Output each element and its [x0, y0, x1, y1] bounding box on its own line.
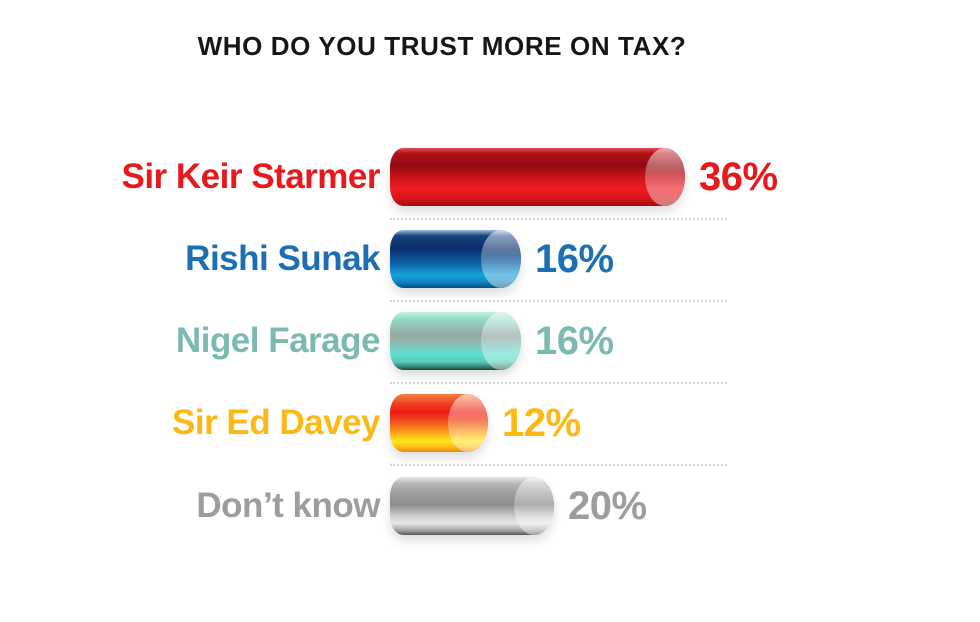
row-separator	[390, 218, 727, 220]
barwrap: 12%	[390, 394, 581, 452]
value-label-davey: 12%	[502, 400, 581, 445]
value-label-starmer: 36%	[699, 154, 778, 199]
barwrap: 16%	[390, 230, 614, 288]
bar-end-cap	[448, 394, 488, 452]
value-label-dontknow: 20%	[568, 483, 647, 528]
bar-dontknow	[390, 477, 554, 535]
row-separator	[390, 464, 727, 466]
category-label-dontknow: Don’t know	[196, 486, 380, 525]
chart-row-farage: Nigel Farage 16%	[0, 312, 980, 370]
bar-starmer	[390, 148, 685, 206]
category-label-starmer: Sir Keir Starmer	[121, 157, 380, 196]
chart-row-dontknow: Don’t know 20%	[0, 477, 980, 535]
row-separator	[390, 382, 727, 384]
chart-title: WHO DO YOU TRUST MORE ON TAX?	[197, 31, 687, 61]
bar-farage	[390, 312, 521, 370]
bar-end-cap	[514, 477, 554, 535]
barwrap: 16%	[390, 312, 614, 370]
row-separator	[390, 300, 727, 302]
chart-row-sunak: Rishi Sunak 16%	[0, 230, 980, 288]
barwrap: 20%	[390, 477, 647, 535]
category-label-sunak: Rishi Sunak	[185, 239, 380, 278]
bar-end-cap	[645, 148, 685, 206]
category-label-davey: Sir Ed Davey	[172, 403, 381, 442]
bar-davey	[390, 394, 488, 452]
bar-sunak	[390, 230, 521, 288]
chart-row-davey: Sir Ed Davey 12%	[0, 394, 980, 452]
bar-end-cap	[481, 230, 521, 288]
chart-row-starmer: Sir Keir Starmer 36%	[0, 148, 980, 206]
value-label-sunak: 16%	[535, 236, 614, 281]
value-label-farage: 16%	[535, 318, 614, 363]
category-label-farage: Nigel Farage	[175, 321, 381, 360]
barwrap: 36%	[390, 148, 778, 206]
bar-end-cap	[481, 312, 521, 370]
